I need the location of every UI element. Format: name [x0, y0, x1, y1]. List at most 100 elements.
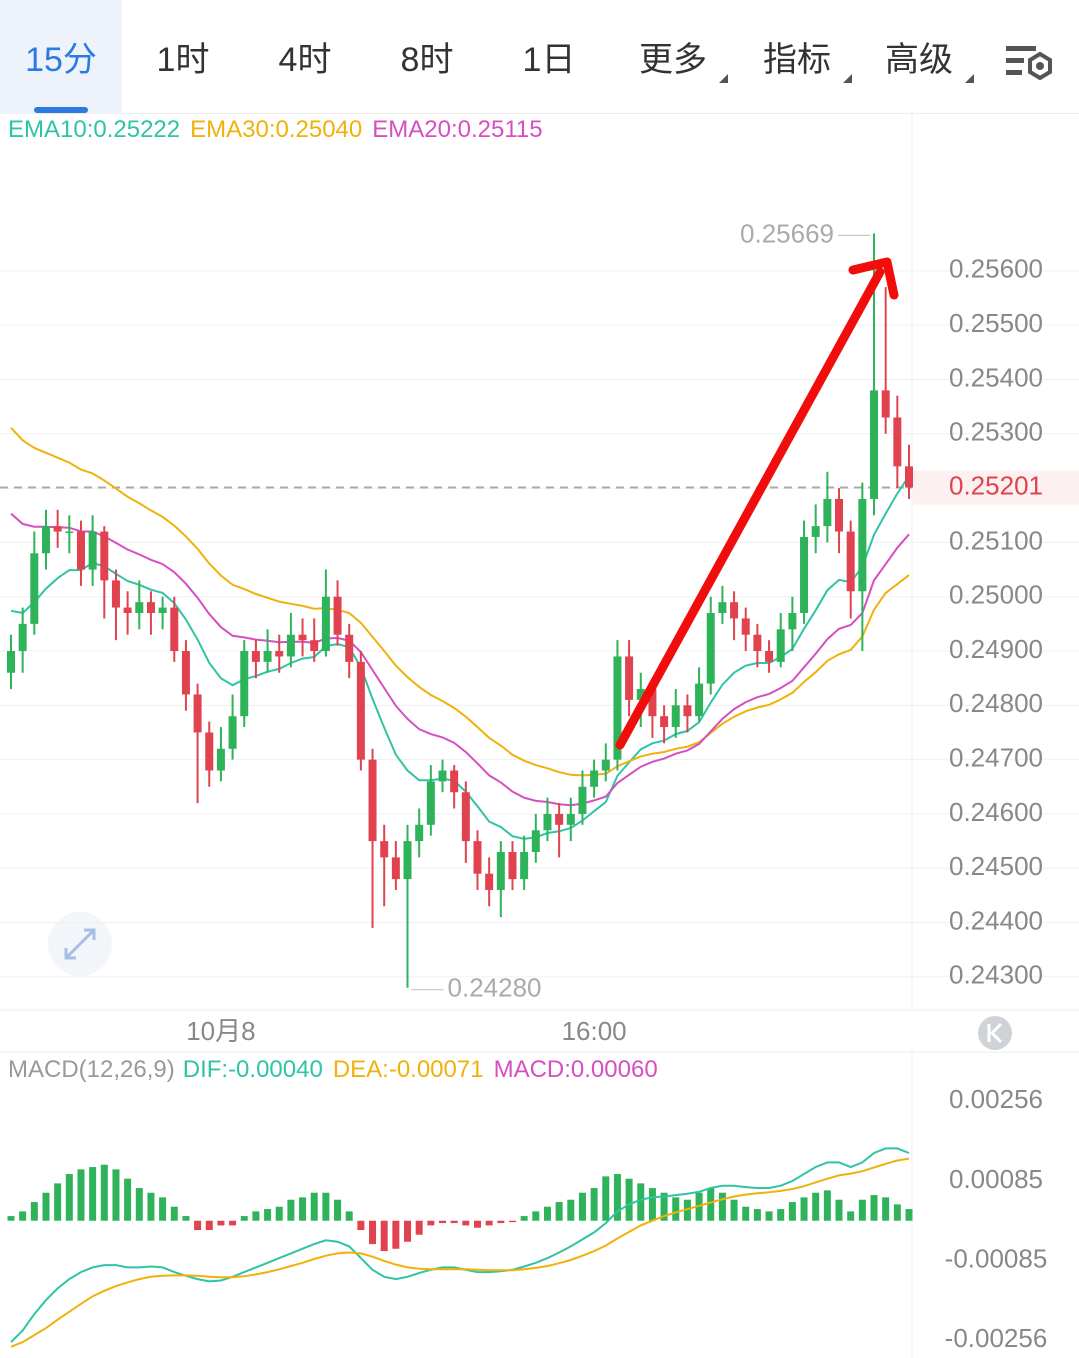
last-price-tag — [913, 470, 1079, 505]
macd-bar — [835, 1199, 843, 1221]
candle-body — [811, 526, 820, 537]
candle-body — [18, 623, 27, 652]
macd-bar — [194, 1220, 202, 1231]
candle-body — [7, 651, 15, 673]
candle-body — [590, 770, 599, 787]
candle-body — [823, 498, 832, 527]
candle-body — [380, 841, 389, 858]
macd-bar — [660, 1192, 668, 1221]
macd-bar — [30, 1202, 38, 1221]
candle-body — [76, 531, 85, 570]
candle-body — [695, 683, 704, 717]
candle-body — [496, 851, 505, 890]
candle-body — [683, 705, 692, 717]
macd-bar — [54, 1183, 62, 1221]
candle-body — [765, 651, 774, 662]
y-tick-label: 0.24700 — [949, 743, 1043, 773]
dropdown-caret — [965, 74, 974, 83]
last-price-label: 0.25201 — [949, 470, 1043, 500]
macd-bar — [124, 1178, 132, 1221]
y-tick-label: 0.24300 — [949, 960, 1043, 990]
y-tick-label: 0.24400 — [949, 905, 1043, 935]
legend-entry: EMA30:0.25040 — [190, 116, 363, 143]
candle-body — [216, 748, 225, 771]
macd-bar — [357, 1220, 365, 1231]
candle-body — [100, 531, 109, 581]
macd-bar — [229, 1220, 237, 1226]
tab[interactable]: 更多 — [612, 0, 734, 113]
candle-body — [671, 705, 680, 728]
candle-body — [321, 596, 330, 652]
y-tick-label: 0.24800 — [949, 688, 1043, 718]
tab[interactable]: 15分 — [0, 0, 122, 113]
scroll-latest-button[interactable] — [978, 1016, 1012, 1050]
candle-body — [205, 732, 214, 771]
candle-body — [426, 781, 435, 825]
macd-bar — [765, 1211, 773, 1221]
macd-bar — [648, 1188, 656, 1221]
tab[interactable]: 1时 — [156, 41, 210, 79]
candle-body — [111, 580, 120, 608]
high-label: 0.25669 — [740, 218, 834, 248]
candle-body — [578, 786, 587, 814]
macd-bar — [182, 1216, 190, 1221]
macd-bar — [637, 1183, 645, 1221]
candle-body — [41, 526, 50, 554]
dropdown-caret — [843, 74, 852, 83]
candle-body — [193, 694, 202, 733]
macd-bar — [217, 1220, 225, 1226]
macd-bar — [42, 1192, 50, 1221]
candle-body — [531, 830, 540, 852]
tab[interactable]: 8时 — [400, 41, 454, 79]
macd-bar — [707, 1188, 715, 1221]
candle-body — [741, 618, 750, 635]
macd-bar — [473, 1220, 481, 1228]
macd-bar — [742, 1206, 750, 1221]
x-tick-label: 10月8 — [186, 1016, 255, 1046]
candle-body — [415, 824, 424, 842]
macd-bar — [439, 1220, 447, 1224]
candle-body — [601, 759, 610, 771]
y-tick-label: 0.25500 — [949, 308, 1043, 338]
macd-bar — [159, 1197, 167, 1221]
macd-bar — [427, 1220, 435, 1226]
macd-bar — [905, 1209, 913, 1221]
macd-bar — [7, 1216, 15, 1221]
macd-bar — [240, 1216, 248, 1221]
candle-body — [438, 770, 447, 782]
expand-button[interactable] — [48, 912, 112, 976]
macd-bar — [578, 1192, 586, 1221]
candle-body — [776, 629, 785, 662]
candle-body — [835, 498, 844, 532]
candle-body — [718, 602, 727, 614]
macd-bar — [532, 1211, 540, 1221]
candle-body — [706, 613, 715, 684]
macd-bar — [310, 1192, 318, 1221]
ema-line — [10, 427, 910, 777]
candle-body — [625, 656, 634, 700]
macd-bar — [555, 1202, 563, 1221]
macd-bar — [299, 1197, 307, 1221]
macd-bar — [602, 1176, 610, 1221]
candle-body — [333, 596, 342, 635]
candle-body — [485, 873, 494, 890]
tab[interactable]: 指标 — [736, 0, 858, 113]
candle-body — [53, 526, 62, 532]
macd-legend: MACD(12,26,9) DIF:-0.00040 DEA:-0.00071 MAC… — [8, 1056, 668, 1084]
macd-bar — [77, 1169, 85, 1221]
macd-bar — [730, 1199, 738, 1221]
tab[interactable]: 1日 — [522, 41, 576, 79]
macd-bar — [147, 1192, 155, 1221]
macd-bar — [683, 1199, 691, 1221]
tab[interactable]: 高级 — [858, 0, 980, 113]
macd-bar — [672, 1197, 680, 1221]
candle-body — [800, 536, 809, 614]
tab[interactable]: 4时 — [278, 41, 332, 79]
macd-bar — [858, 1199, 866, 1221]
candle-body — [310, 640, 319, 652]
candle-body — [555, 813, 564, 825]
ema-line — [10, 475, 910, 840]
candle-body — [905, 466, 913, 488]
